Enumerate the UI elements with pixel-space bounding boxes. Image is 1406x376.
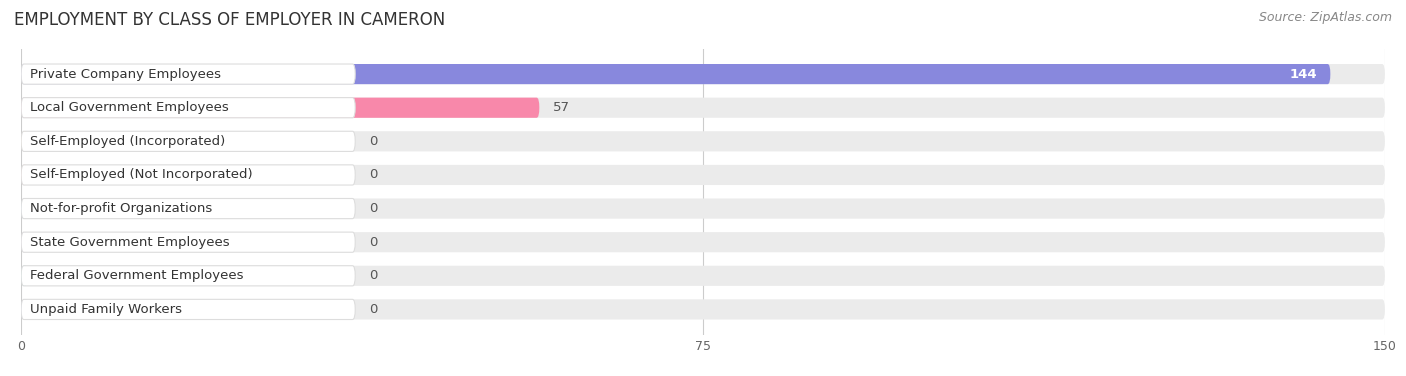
Text: Not-for-profit Organizations: Not-for-profit Organizations — [30, 202, 212, 215]
FancyBboxPatch shape — [21, 98, 1385, 118]
Text: Source: ZipAtlas.com: Source: ZipAtlas.com — [1258, 11, 1392, 24]
Text: 0: 0 — [368, 135, 377, 148]
FancyBboxPatch shape — [21, 165, 356, 185]
Text: Unpaid Family Workers: Unpaid Family Workers — [30, 303, 181, 316]
FancyBboxPatch shape — [21, 232, 1385, 252]
FancyBboxPatch shape — [21, 266, 1385, 286]
FancyBboxPatch shape — [21, 165, 1385, 185]
FancyBboxPatch shape — [21, 232, 28, 252]
FancyBboxPatch shape — [21, 199, 1385, 219]
Text: Local Government Employees: Local Government Employees — [30, 101, 229, 114]
FancyBboxPatch shape — [21, 199, 356, 219]
Text: 0: 0 — [368, 168, 377, 182]
Text: 144: 144 — [1289, 68, 1317, 80]
FancyBboxPatch shape — [21, 64, 1385, 84]
FancyBboxPatch shape — [21, 266, 356, 286]
FancyBboxPatch shape — [21, 199, 28, 219]
FancyBboxPatch shape — [21, 299, 356, 320]
Text: Private Company Employees: Private Company Employees — [30, 68, 221, 80]
Text: Self-Employed (Incorporated): Self-Employed (Incorporated) — [30, 135, 225, 148]
FancyBboxPatch shape — [21, 131, 28, 152]
Text: 0: 0 — [368, 303, 377, 316]
Text: Self-Employed (Not Incorporated): Self-Employed (Not Incorporated) — [30, 168, 252, 182]
Text: 57: 57 — [553, 101, 569, 114]
FancyBboxPatch shape — [21, 131, 356, 152]
Text: 0: 0 — [368, 236, 377, 249]
FancyBboxPatch shape — [21, 98, 356, 118]
Text: EMPLOYMENT BY CLASS OF EMPLOYER IN CAMERON: EMPLOYMENT BY CLASS OF EMPLOYER IN CAMER… — [14, 11, 446, 29]
FancyBboxPatch shape — [21, 165, 28, 185]
FancyBboxPatch shape — [21, 299, 1385, 320]
FancyBboxPatch shape — [21, 299, 28, 320]
Text: 0: 0 — [368, 269, 377, 282]
FancyBboxPatch shape — [21, 131, 1385, 152]
FancyBboxPatch shape — [21, 98, 540, 118]
FancyBboxPatch shape — [21, 266, 28, 286]
FancyBboxPatch shape — [21, 64, 1330, 84]
Text: 0: 0 — [368, 202, 377, 215]
Text: Federal Government Employees: Federal Government Employees — [30, 269, 243, 282]
FancyBboxPatch shape — [21, 232, 356, 252]
Text: State Government Employees: State Government Employees — [30, 236, 229, 249]
FancyBboxPatch shape — [21, 64, 356, 84]
